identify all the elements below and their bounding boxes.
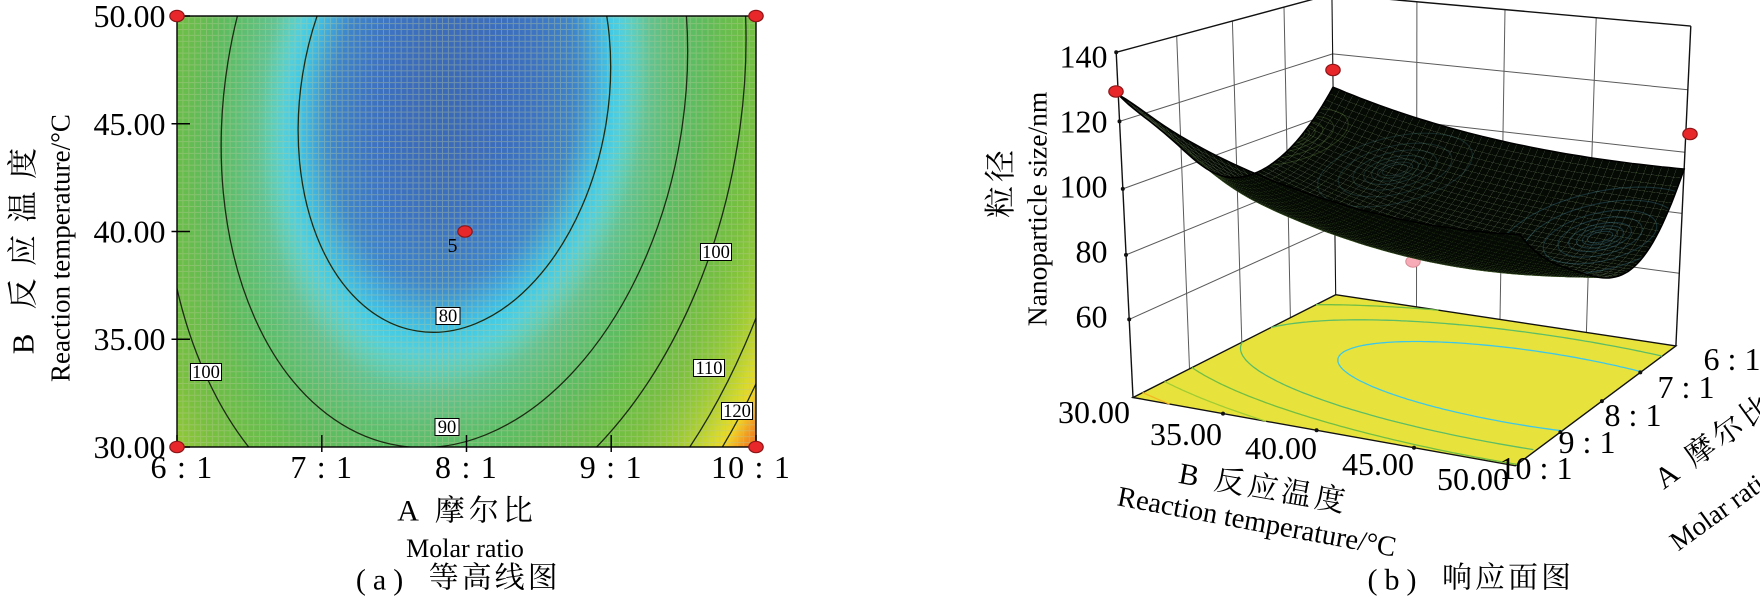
svg-text:60: 60 [1076, 299, 1108, 335]
svg-text:5: 5 [448, 235, 458, 257]
svg-text:Molar ratio: Molar ratio [406, 534, 524, 563]
svg-text:40.00: 40.00 [1245, 430, 1317, 466]
svg-text:(: ( [1368, 564, 1378, 597]
svg-text:): ) [393, 564, 403, 597]
svg-text:110: 110 [695, 359, 722, 379]
svg-text:B: B [5, 334, 40, 355]
svg-text:100: 100 [1060, 169, 1108, 205]
svg-text:50.00: 50.00 [1437, 461, 1509, 497]
svg-text:140: 140 [1060, 38, 1108, 74]
svg-text:90: 90 [438, 418, 457, 438]
svg-text:35.00: 35.00 [94, 321, 166, 357]
svg-text:8 : 1: 8 : 1 [435, 449, 498, 485]
svg-text:9 : 1: 9 : 1 [580, 449, 643, 485]
svg-text:10 : 1: 10 : 1 [1500, 450, 1573, 486]
svg-text:7 : 1: 7 : 1 [290, 449, 353, 485]
svg-text:9 : 1: 9 : 1 [1559, 424, 1616, 460]
svg-text:30.00: 30.00 [1058, 394, 1130, 430]
svg-text:b: b [1385, 564, 1400, 597]
svg-text:7 : 1: 7 : 1 [1658, 369, 1715, 405]
svg-text:6 : 1: 6 : 1 [1704, 341, 1760, 377]
svg-text:Reaction temperature/°C: Reaction temperature/°C [46, 114, 76, 382]
svg-text:Nanoparticle size/nm: Nanoparticle size/nm [1022, 92, 1053, 326]
svg-text:80: 80 [439, 307, 458, 327]
svg-text:45.00: 45.00 [94, 106, 166, 142]
svg-text:50.00: 50.00 [94, 0, 166, 34]
svg-text:A: A [397, 495, 419, 528]
svg-text:8 : 1: 8 : 1 [1605, 397, 1662, 433]
svg-text:): ) [1407, 564, 1417, 597]
svg-text:30.00: 30.00 [94, 429, 166, 465]
svg-text:120: 120 [723, 402, 751, 422]
svg-text:35.00: 35.00 [1150, 416, 1222, 452]
svg-text:100: 100 [192, 363, 220, 383]
svg-text:10 : 1: 10 : 1 [711, 449, 791, 485]
svg-text:45.00: 45.00 [1342, 446, 1414, 482]
svg-text:100: 100 [702, 243, 730, 263]
svg-text:(: ( [356, 564, 366, 597]
svg-text:120: 120 [1060, 103, 1108, 139]
svg-text:80: 80 [1076, 234, 1108, 270]
svg-text:a: a [373, 564, 386, 597]
svg-text:6 : 1: 6 : 1 [151, 449, 214, 485]
svg-text:40.00: 40.00 [94, 214, 166, 250]
